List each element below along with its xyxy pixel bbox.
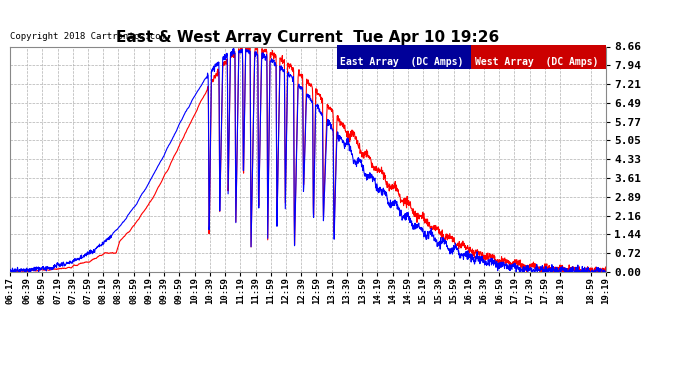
Text: West Array  (DC Amps): West Array (DC Amps)	[475, 57, 598, 67]
Text: Copyright 2018 Cartronics.com: Copyright 2018 Cartronics.com	[10, 32, 166, 41]
Title: East & West Array Current  Tue Apr 10 19:26: East & West Array Current Tue Apr 10 19:…	[117, 30, 500, 45]
Text: East Array  (DC Amps): East Array (DC Amps)	[340, 57, 464, 67]
